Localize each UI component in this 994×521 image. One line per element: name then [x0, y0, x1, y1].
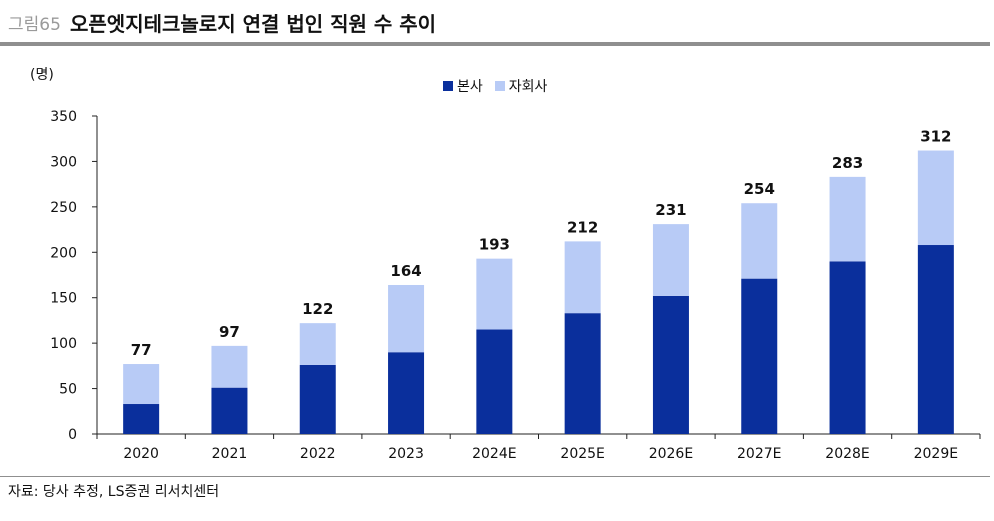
legend-item-headquarters: 본사 [443, 76, 483, 96]
y-tick-label: 250 [50, 200, 77, 216]
bar-headquarters [917, 245, 954, 434]
stacked-bar-chart: 0 50 100 150 200 250 300 350 77 2020 97 2021 122 2022… [50, 109, 981, 462]
bar-total-label: 212 [567, 218, 598, 236]
footer-rule [0, 476, 990, 477]
bar-headquarters [564, 313, 601, 434]
x-tick-label: 2022 [300, 446, 336, 462]
y-tick-label: 150 [50, 291, 77, 307]
y-tick-label: 350 [50, 109, 77, 125]
y-tick-label: 50 [59, 382, 77, 398]
legend-swatch-subsidiary [494, 81, 505, 91]
chart-title: 오픈엣지테크놀로지 연결 법인 직원 수 추이 [70, 12, 437, 36]
y-tick-label: 100 [50, 336, 77, 352]
bar-subsidiary [476, 258, 513, 330]
bar-total-label: 283 [832, 154, 863, 172]
chart-legend: 본사 자회사 [443, 76, 559, 96]
bar-total-label: 254 [744, 180, 775, 198]
x-tick-label: 2023 [388, 446, 424, 462]
bar-total-label: 77 [131, 341, 152, 359]
bar-headquarters [652, 295, 689, 434]
bar-headquarters [388, 352, 425, 434]
bar-subsidiary [388, 284, 425, 353]
bar-subsidiary [123, 364, 160, 405]
source-note: 자료: 당사 추정, LS증권 리서치센터 [8, 484, 220, 500]
bar-headquarters [123, 404, 160, 434]
bar-total-label: 193 [479, 236, 510, 254]
bar-subsidiary [564, 241, 601, 314]
x-tick-label: 2029E [914, 446, 958, 462]
bar-subsidiary [829, 176, 866, 262]
bar-headquarters [211, 387, 248, 434]
bar-total-label: 122 [302, 300, 333, 318]
x-tick-label: 2027E [737, 446, 781, 462]
bar-headquarters [741, 278, 778, 434]
bar-total-label: 312 [920, 128, 951, 146]
y-axis-unit-label: (명) [30, 67, 54, 83]
y-tick-label: 0 [68, 427, 77, 443]
figure-label: 그림65 [8, 15, 61, 35]
y-tick-label: 300 [50, 154, 77, 170]
bar-total-label: 97 [219, 323, 240, 341]
legend-item-subsidiary: 자회사 [494, 76, 548, 96]
x-tick-label: 2025E [560, 446, 604, 462]
legend-swatch-headquarters [443, 81, 453, 91]
x-tick-label: 2020 [123, 446, 159, 462]
bar-subsidiary [211, 345, 248, 388]
x-tick-label: 2026E [649, 446, 693, 462]
bar-total-label: 164 [390, 262, 421, 280]
bar-subsidiary [652, 224, 689, 296]
x-tick-label: 2021 [212, 446, 248, 462]
legend-label-subsidiary: 자회사 [508, 79, 548, 95]
bar-total-label: 231 [655, 201, 686, 219]
bar-headquarters [829, 261, 866, 434]
bar-headquarters [299, 364, 336, 434]
header-rule [0, 42, 990, 46]
y-tick-label: 200 [50, 245, 77, 261]
figure-header: 그림65 오픈엣지테크놀로지 연결 법인 직원 수 추이 [0, 0, 994, 44]
bar-subsidiary [741, 203, 778, 279]
legend-label-headquarters: 본사 [457, 79, 483, 95]
x-tick-label: 2028E [825, 446, 869, 462]
bar-subsidiary [917, 150, 954, 246]
x-tick-label: 2024E [472, 446, 516, 462]
bar-headquarters [476, 329, 513, 434]
bar-subsidiary [299, 323, 336, 365]
